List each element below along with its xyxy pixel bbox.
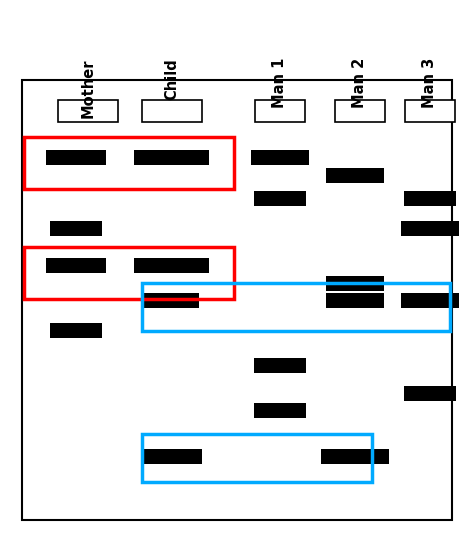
Bar — [24, 247, 234, 299]
Bar — [251, 150, 309, 165]
Text: Man 2: Man 2 — [353, 58, 367, 108]
Bar — [405, 100, 455, 122]
Bar — [142, 283, 450, 331]
Bar — [46, 258, 106, 273]
Bar — [254, 402, 306, 417]
Text: Mother: Mother — [81, 58, 95, 117]
Bar — [401, 221, 459, 236]
Bar — [145, 293, 200, 308]
Text: Man 1: Man 1 — [273, 58, 288, 108]
Bar — [326, 293, 384, 308]
Bar — [326, 275, 384, 291]
Bar — [321, 449, 389, 464]
Bar — [404, 190, 456, 206]
Bar — [50, 322, 102, 337]
Bar — [50, 221, 102, 236]
Bar — [254, 357, 306, 372]
Bar — [142, 434, 372, 482]
Text: Man 3: Man 3 — [422, 58, 438, 108]
Bar — [401, 293, 459, 308]
Bar — [135, 150, 210, 165]
Bar — [326, 167, 384, 182]
Bar — [335, 100, 385, 122]
Bar — [46, 150, 106, 165]
Bar — [58, 100, 118, 122]
Bar — [142, 100, 202, 122]
Bar — [24, 137, 234, 189]
Text: Child: Child — [164, 58, 180, 100]
Bar — [22, 80, 452, 520]
Bar — [142, 449, 202, 464]
Bar — [404, 386, 456, 400]
Bar — [255, 100, 305, 122]
Bar — [135, 258, 210, 273]
Bar — [254, 190, 306, 206]
